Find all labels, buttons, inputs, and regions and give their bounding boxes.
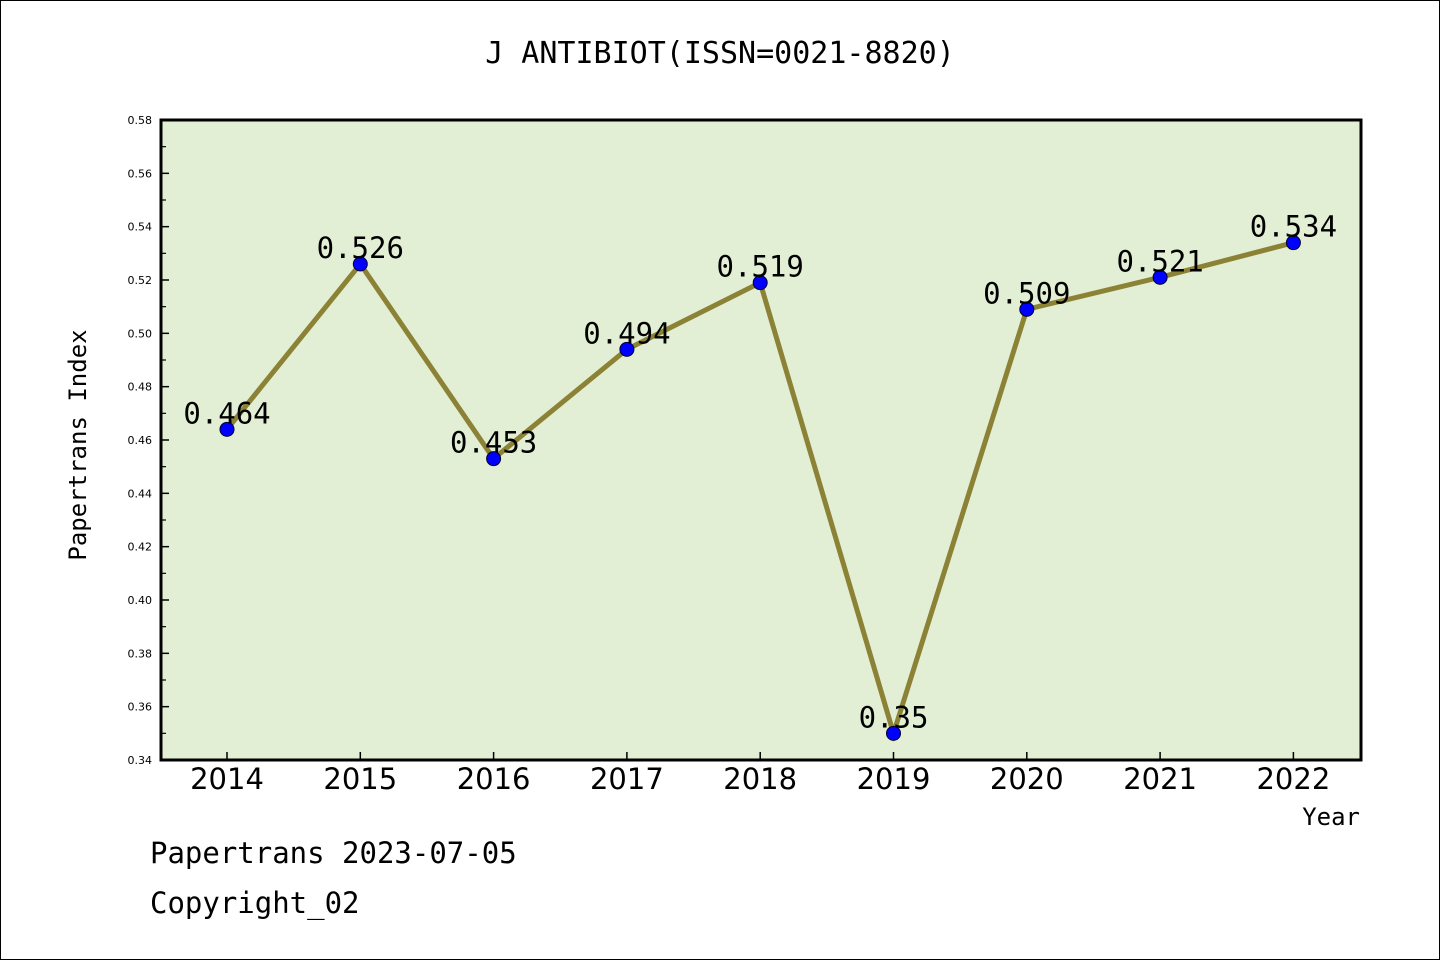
y-tick-label: 0.46 <box>128 434 153 447</box>
y-tick-label: 0.52 <box>128 274 153 287</box>
chart-title: J ANTIBIOT(ISSN=0021-8820) <box>485 36 955 71</box>
y-axis-label: Papertrans Index <box>64 329 92 560</box>
y-tick-label: 0.50 <box>128 327 153 340</box>
y-tick-label: 0.54 <box>128 221 153 234</box>
y-tick-label: 0.40 <box>128 594 153 607</box>
y-tick-label: 0.58 <box>128 114 153 127</box>
data-label: 0.494 <box>583 316 670 350</box>
data-label: 0.534 <box>1250 210 1337 244</box>
x-tick-label: 2019 <box>857 762 931 796</box>
data-label: 0.464 <box>183 396 270 430</box>
y-tick-label: 0.34 <box>128 754 153 767</box>
footer-copyright: Copyright_02 <box>150 886 360 920</box>
data-label: 0.453 <box>450 426 537 460</box>
data-point <box>1152 269 1168 285</box>
footer-date: Papertrans 2023-07-05 <box>150 836 517 870</box>
x-tick-label: 2015 <box>323 762 397 796</box>
y-tick-label: 0.38 <box>128 647 153 660</box>
x-tick-label: 2016 <box>457 762 531 796</box>
y-axis-ticks: 0.34 0.36 0.38 0.40 0.42 0.44 0.46 0.48 0.50 0.52… <box>128 114 169 767</box>
data-point <box>1285 235 1301 251</box>
x-tick-label: 2021 <box>1123 762 1197 796</box>
y-tick-label: 0.42 <box>128 541 153 554</box>
data-label: 0.509 <box>983 276 1070 310</box>
y-tick-label: 0.48 <box>128 381 153 394</box>
data-point <box>219 421 235 437</box>
data-point <box>886 725 901 741</box>
x-tick-label: 2022 <box>1256 762 1330 796</box>
data-point <box>352 256 368 272</box>
data-markers <box>219 235 1301 741</box>
x-tick-label: 2014 <box>190 762 264 796</box>
y-tick-label: 0.36 <box>128 701 153 714</box>
plot-area <box>159 118 1363 762</box>
x-tick-label: 2017 <box>590 762 664 796</box>
data-point <box>619 341 635 357</box>
x-axis-label: Year <box>1302 803 1360 831</box>
x-axis-ticks: 2014 2015 2016 2017 2018 2019 2020 2021 2022 <box>190 752 1330 796</box>
x-tick-label: 2018 <box>723 762 797 796</box>
data-label: 0.521 <box>1116 244 1203 278</box>
x-tick-label: 2020 <box>990 762 1064 796</box>
data-point <box>1019 301 1035 317</box>
y-tick-label: 0.44 <box>128 487 153 500</box>
y-tick-label: 0.56 <box>128 167 153 180</box>
data-point <box>752 275 768 291</box>
data-labels: 0.464 0.526 0.453 0.494 0.519 0.35 0.509 0.521 0… <box>183 210 1337 735</box>
data-point <box>486 451 502 467</box>
data-label: 0.519 <box>717 250 804 284</box>
data-label: 0.526 <box>317 231 404 265</box>
data-label: 0.35 <box>859 700 929 734</box>
